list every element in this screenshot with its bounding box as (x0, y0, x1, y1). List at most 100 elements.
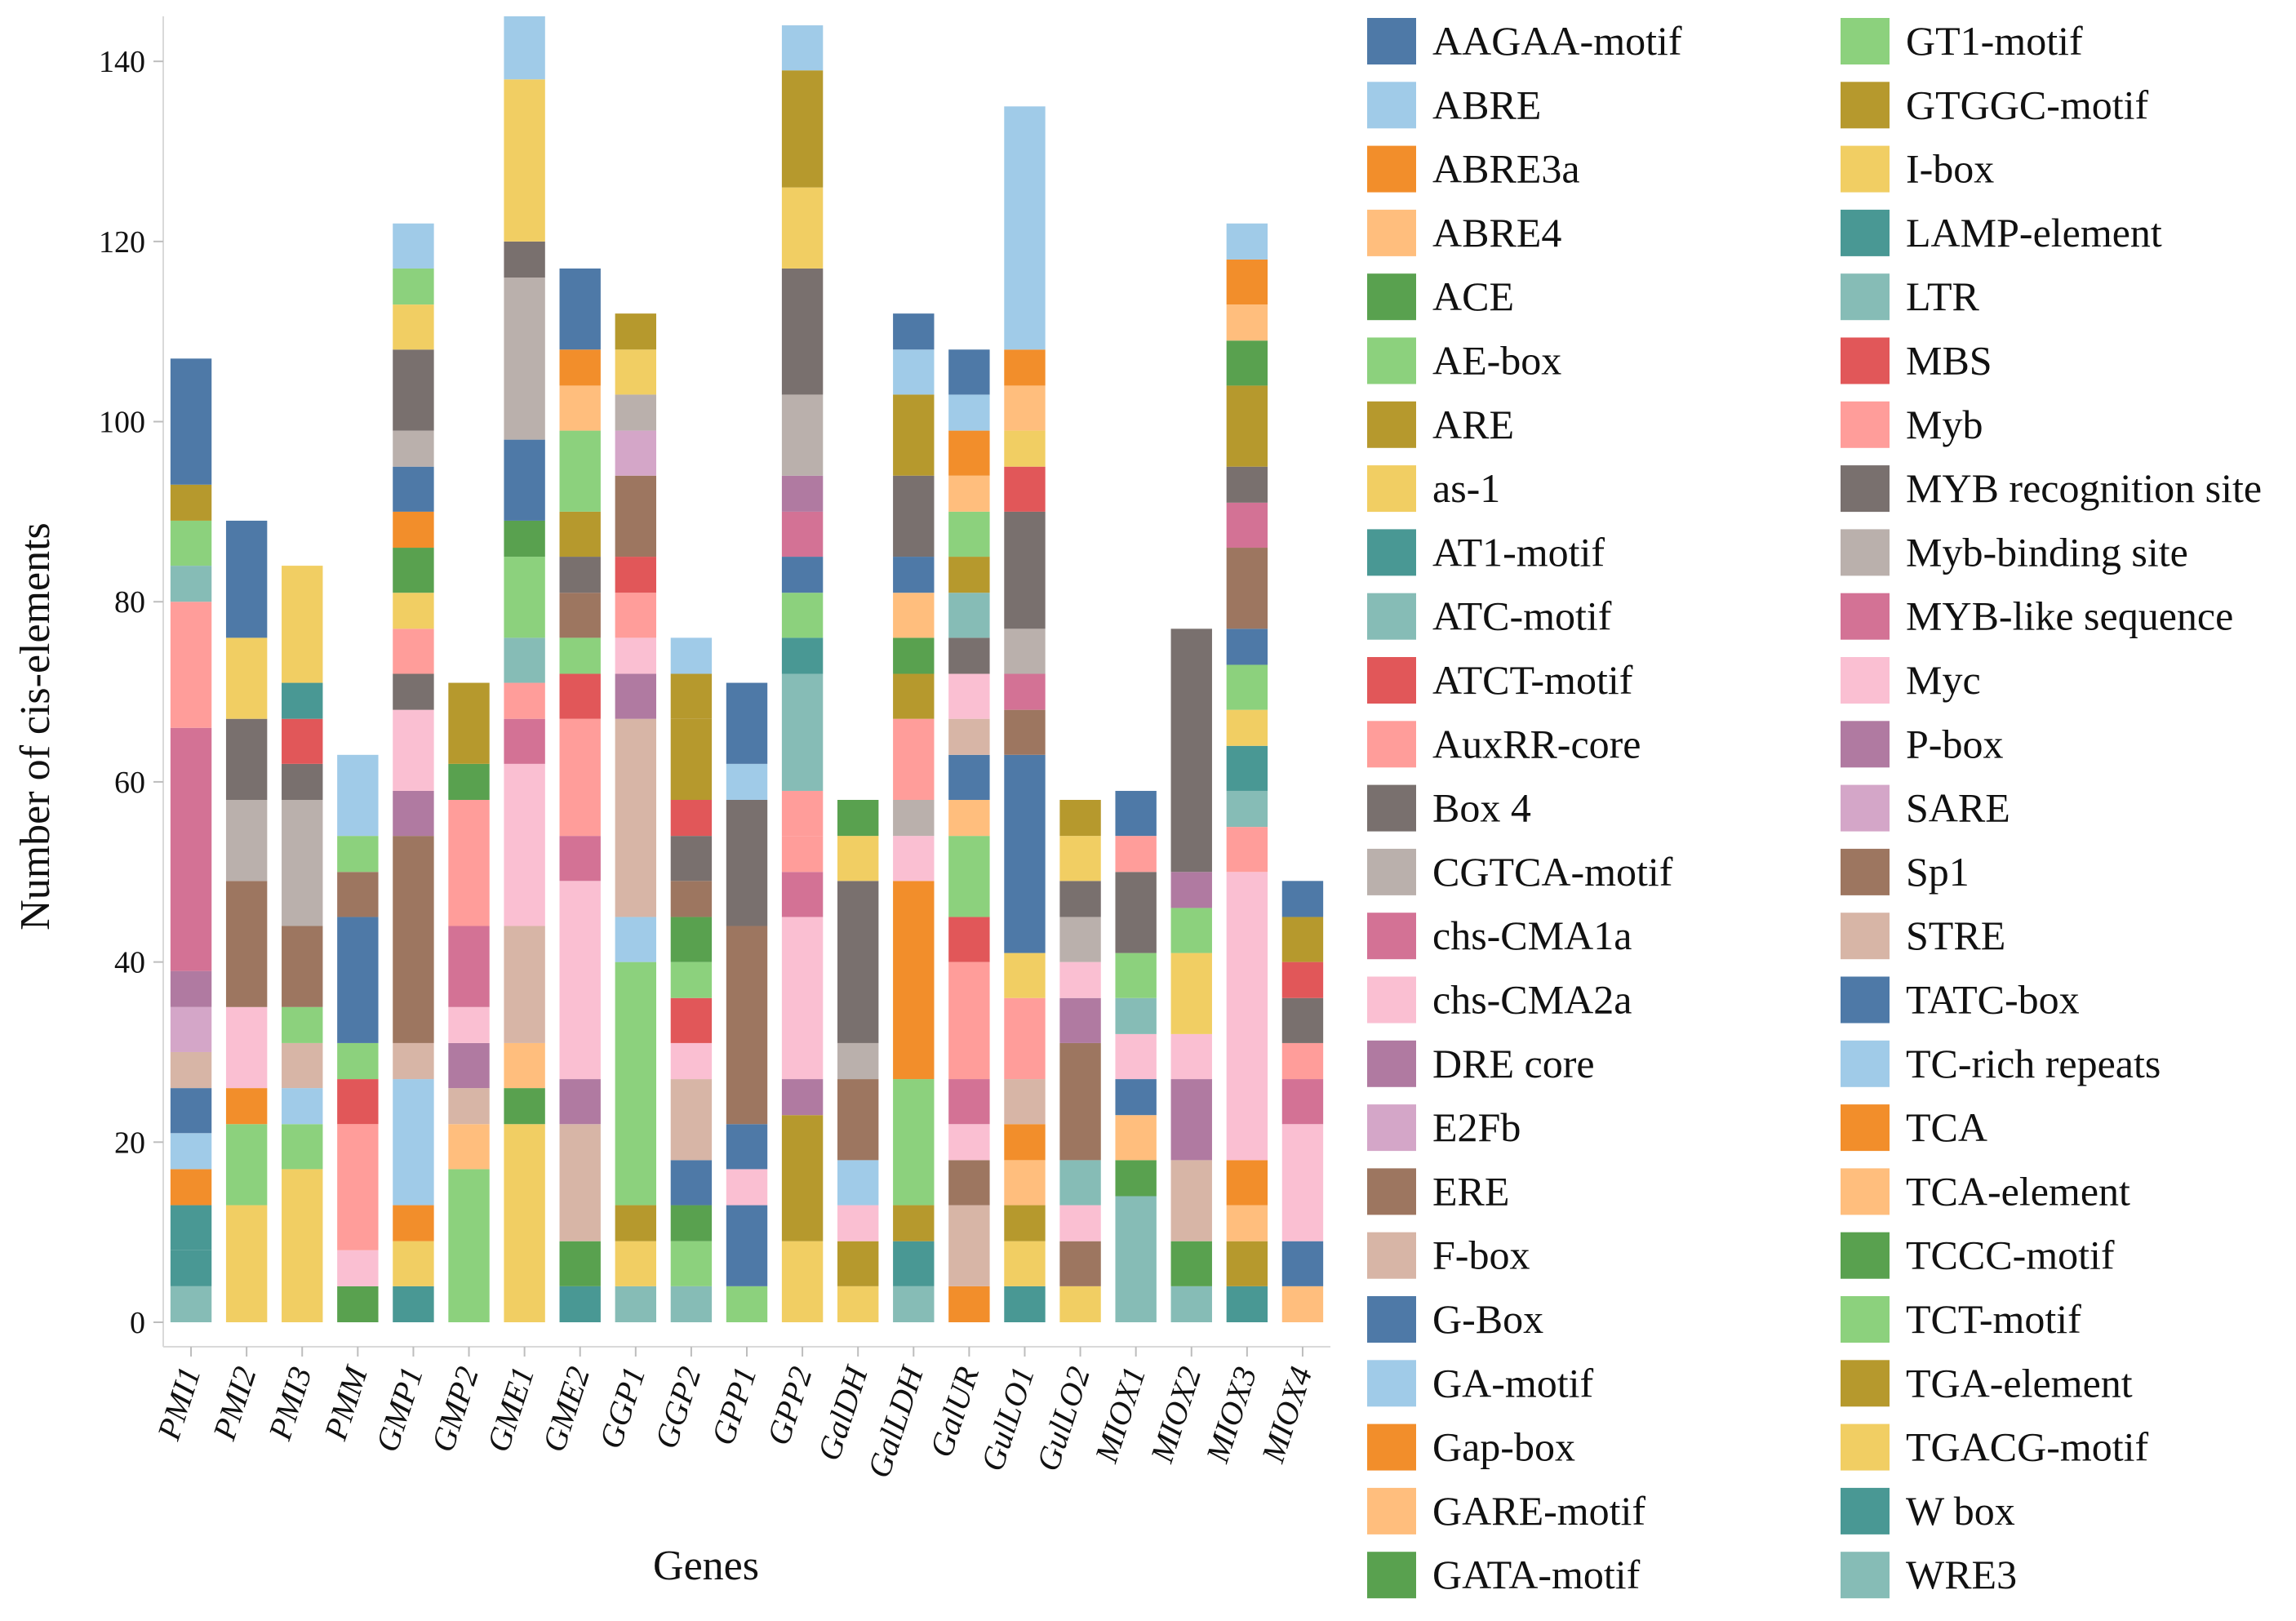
legend-item: TATC-box (1841, 976, 2080, 1024)
bar-segment (670, 961, 713, 998)
bar-segment (1281, 997, 1324, 1043)
bar-segment (1004, 1286, 1046, 1322)
bar-segment (670, 718, 713, 800)
x-tick-label: PMI2 (205, 1362, 263, 1445)
bar-segment (559, 430, 601, 512)
x-tick-label: MIOX1 (1087, 1362, 1152, 1468)
legend-label: Sp1 (1906, 849, 1970, 895)
bar-segment (837, 836, 879, 882)
bar-segment (393, 1042, 434, 1080)
bar-segment (670, 1042, 713, 1080)
bar-segment (393, 430, 434, 467)
bar-segment (670, 1241, 713, 1286)
legend-item: STRE (1841, 913, 2005, 960)
bar-segment (393, 268, 434, 305)
bar-segment (559, 593, 601, 638)
bar-segment (1281, 917, 1324, 962)
y-tick-label: 100 (99, 406, 145, 440)
bar-segment (225, 1205, 268, 1322)
legend-swatch (1841, 401, 1890, 448)
legend-swatch (1841, 1040, 1890, 1087)
bar-segment (837, 1160, 879, 1206)
bar-segment (1004, 1241, 1046, 1286)
x-tick-label: GGP1 (592, 1362, 652, 1453)
bar-segment (1226, 259, 1268, 305)
bar-segment (1004, 511, 1046, 629)
bar-segment (837, 800, 879, 837)
legend-item: AuxRR-core (1367, 721, 1641, 768)
bar-segment (393, 223, 434, 269)
bar-segment (393, 349, 434, 431)
bar-segment (948, 718, 990, 755)
legend-item: chs-CMA2a (1367, 976, 1632, 1024)
bar-segment (504, 241, 545, 278)
bar-segment (781, 593, 824, 638)
x-tick-label: GPP2 (760, 1362, 819, 1450)
bar-segment (170, 1051, 212, 1089)
legend-swatch (1367, 529, 1416, 576)
y-tick-label: 120 (99, 225, 145, 260)
x-tick-label: GGP2 (647, 1362, 708, 1453)
bar-stack-miox1 (1115, 790, 1157, 1322)
bar-segment (1115, 1115, 1157, 1161)
bar-segment (670, 673, 713, 719)
bar-segment (781, 872, 824, 917)
bar-segment (948, 917, 990, 962)
legend-swatch (1367, 82, 1416, 129)
bar-stack-pmi2 (225, 520, 268, 1322)
legend-label: P-box (1906, 721, 2003, 766)
legend-item: I-box (1841, 145, 1994, 193)
legend-swatch (1367, 1423, 1416, 1471)
x-tick-label: PMI1 (149, 1362, 207, 1445)
bar-segment (948, 673, 990, 719)
bar-segment (893, 637, 935, 674)
bar-segment (1004, 430, 1046, 467)
bar-segment (1004, 1205, 1046, 1241)
x-tick-label: GME2 (535, 1362, 597, 1456)
bar-segment (670, 800, 713, 837)
x-tick-label: GalDH (810, 1361, 876, 1465)
bar-segment (225, 1124, 268, 1206)
legend-swatch (1841, 209, 1890, 256)
bar-segment (225, 718, 268, 800)
bar-segment (781, 187, 824, 269)
bar-segment (282, 800, 323, 926)
bar-segment (559, 349, 601, 386)
bar-segment (1170, 1033, 1212, 1080)
bar-segment (948, 394, 990, 431)
bar-segment (1170, 953, 1212, 1034)
bar-segment (448, 1124, 490, 1170)
legend-item: W box (1841, 1487, 2015, 1534)
legend-swatch (1841, 1232, 1890, 1279)
legend-swatch (1367, 1168, 1416, 1215)
bar-segment (1115, 790, 1157, 837)
legend-item: TCCC-motif (1841, 1232, 2115, 1279)
bar-segment (615, 430, 657, 476)
bar-segment (726, 763, 768, 800)
bar-segment (948, 1286, 990, 1322)
bar-segment (1226, 664, 1268, 710)
legend-item: G-Box (1367, 1296, 1543, 1343)
bar-segment (1004, 673, 1046, 710)
bar-segment (781, 394, 824, 476)
bar-segment (948, 1079, 990, 1125)
bar-segment (170, 1205, 212, 1250)
bar-segment (1004, 1124, 1046, 1161)
bar-segment (559, 881, 601, 1080)
bar-segment (1004, 106, 1046, 350)
bar-stack-gpp2 (781, 25, 824, 1322)
bar-segment (337, 1079, 379, 1125)
bar-segment (1170, 872, 1212, 908)
bar-stack-pmi3 (282, 566, 323, 1322)
legend-swatch (1841, 1423, 1890, 1471)
legend-swatch (1841, 1168, 1890, 1215)
bar-segment (948, 430, 990, 476)
bar-segment (670, 1286, 713, 1322)
legend-label: GATA-motif (1432, 1552, 1641, 1597)
bar-segment (615, 961, 657, 1206)
bar-segment (1226, 709, 1268, 746)
legend-label: SARE (1906, 785, 2010, 831)
bar-segment (1115, 872, 1157, 953)
legend-item: ABRE (1367, 82, 1541, 129)
bar-segment (337, 1124, 379, 1250)
